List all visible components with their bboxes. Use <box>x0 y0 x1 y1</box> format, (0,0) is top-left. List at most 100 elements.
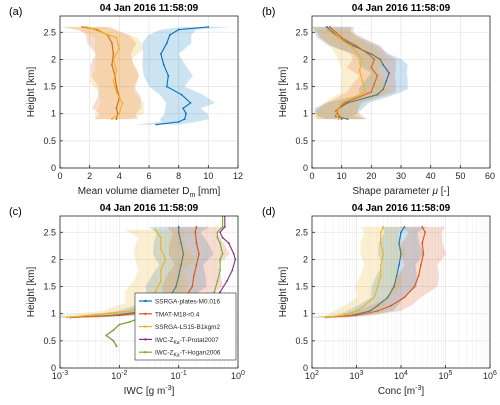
data-point <box>379 264 382 266</box>
y-tick-label: 1.5 <box>43 82 56 92</box>
data-point <box>168 34 171 36</box>
data-point <box>118 323 121 326</box>
data-point <box>112 340 115 342</box>
data-point <box>376 93 379 96</box>
y-tick-label: 2.5 <box>43 27 56 37</box>
data-point <box>221 253 224 255</box>
legend-label: IWC-ZKa-T-Protat2007 <box>155 337 219 346</box>
x-tick-label: 4 <box>117 171 122 181</box>
x-axis-label: IWC [g m-3] <box>124 385 175 397</box>
data-point <box>376 310 379 312</box>
data-point <box>370 53 373 55</box>
legend-label: IWC-ZKa-T-Hogan2006 <box>155 350 221 359</box>
data-point <box>355 310 358 312</box>
x-tick-label: 10-1 <box>171 370 187 381</box>
data-point <box>164 258 167 261</box>
y-tick-label: 0 <box>51 163 56 173</box>
data-point <box>195 226 198 228</box>
data-point <box>421 226 424 228</box>
series-line <box>325 226 405 319</box>
data-point <box>328 26 331 28</box>
data-point <box>340 36 343 39</box>
data-point <box>232 253 235 255</box>
data-point <box>189 102 192 104</box>
x-tick-label: 20 <box>366 171 376 181</box>
series-band <box>60 26 141 120</box>
legend-marker <box>144 325 147 328</box>
data-point <box>340 118 343 120</box>
data-point <box>180 93 183 96</box>
data-point <box>87 314 90 317</box>
y-tick-label: 0 <box>303 163 308 173</box>
y-tick-label: 1 <box>303 109 308 119</box>
legend-marker <box>144 338 147 341</box>
data-point <box>154 228 157 231</box>
data-point <box>112 80 115 82</box>
data-point <box>115 91 118 93</box>
data-point <box>118 47 121 50</box>
data-point <box>370 91 373 93</box>
data-point <box>85 26 88 28</box>
data-point <box>177 231 180 234</box>
data-point <box>195 264 198 266</box>
data-point <box>177 274 180 277</box>
series-band <box>312 29 390 120</box>
data-point <box>400 231 402 234</box>
x-tick-label: 0 <box>309 171 314 181</box>
y-tick-label: 0.5 <box>295 336 308 346</box>
data-point <box>115 36 118 39</box>
data-point <box>379 231 382 234</box>
y-tick-label: 2 <box>51 54 56 64</box>
data-point <box>213 291 216 293</box>
y-tick-label: 2.5 <box>43 227 56 237</box>
data-point <box>159 236 162 239</box>
x-tick-label: 10-3 <box>52 370 68 381</box>
x-tick-label: 12 <box>233 171 243 181</box>
data-point <box>105 334 108 337</box>
y-tick-label: 0.5 <box>43 136 56 146</box>
data-point <box>219 258 222 261</box>
data-point <box>398 242 400 245</box>
data-point <box>231 269 234 272</box>
data-point <box>337 118 340 120</box>
data-point <box>194 231 197 234</box>
x-tick-label: 2 <box>87 171 92 181</box>
series-band <box>312 226 447 318</box>
x-tick-label: 103 <box>350 370 364 381</box>
data-point <box>398 264 400 266</box>
x-axis-label: Mean volume diameter Dm [mm] <box>78 186 221 199</box>
y-axis-label: Height [km] <box>278 66 289 117</box>
data-point <box>334 110 337 112</box>
chart-title: 04 Jan 2016 11:58:09 <box>100 3 199 14</box>
data-point <box>192 274 195 277</box>
data-point <box>363 304 366 307</box>
data-point <box>216 280 219 282</box>
data-point <box>185 112 188 115</box>
y-tick-label: 0.5 <box>43 336 56 346</box>
data-point <box>390 304 392 307</box>
data-point <box>343 102 346 104</box>
data-point <box>325 28 328 31</box>
x-tick-label: 8 <box>176 171 181 181</box>
panel-label-b: (b) <box>262 6 275 18</box>
chart-panel-b: 0 10 20 30 40 50 60 0 0.5 1 1.5 2 2.5 04 Jan 2016 11:… <box>278 3 495 197</box>
data-point <box>421 242 424 245</box>
legend-label: SSRGA-LS15-B1kgm2 <box>155 324 220 331</box>
data-point <box>352 47 355 50</box>
x-tick-label: 104 <box>394 370 408 381</box>
data-point <box>346 118 349 120</box>
data-point <box>379 274 382 277</box>
data-point <box>393 285 395 288</box>
data-point <box>175 285 177 288</box>
data-point <box>177 121 180 123</box>
data-point <box>118 112 121 115</box>
chart-title: 04 Jan 2016 11:58:09 <box>352 203 451 214</box>
data-point <box>216 236 219 239</box>
x-tick-label: 50 <box>455 171 465 181</box>
data-point <box>111 64 113 66</box>
chart-legend: SSRGA-plates-M0.016 TMAT-M18-r0.4 SSRGA-LS… <box>134 292 237 361</box>
y-tick-label: 2 <box>51 254 56 264</box>
y-tick-label: 1.5 <box>43 282 56 292</box>
data-point <box>358 69 361 72</box>
data-point <box>382 64 385 66</box>
